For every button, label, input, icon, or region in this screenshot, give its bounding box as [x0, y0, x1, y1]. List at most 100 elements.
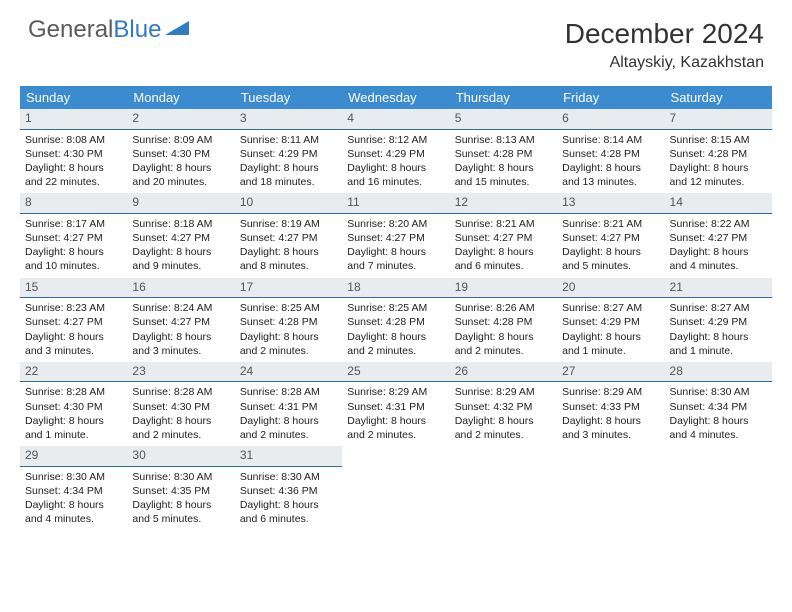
day-number: 5: [450, 109, 557, 130]
sunset-line: Sunset: 4:30 PM: [132, 147, 230, 161]
calendar-cell: 26Sunrise: 8:29 AMSunset: 4:32 PMDayligh…: [450, 362, 557, 446]
calendar-cell: 8Sunrise: 8:17 AMSunset: 4:27 PMDaylight…: [20, 193, 127, 277]
sunset-line: Sunset: 4:30 PM: [132, 400, 230, 414]
day-body: Sunrise: 8:29 AMSunset: 4:32 PMDaylight:…: [450, 382, 557, 446]
day-body: Sunrise: 8:29 AMSunset: 4:33 PMDaylight:…: [557, 382, 664, 446]
day-number: 29: [20, 446, 127, 467]
calendar-cell: 20Sunrise: 8:27 AMSunset: 4:29 PMDayligh…: [557, 278, 664, 362]
sunrise-line: Sunrise: 8:27 AM: [670, 301, 768, 315]
day-number: 6: [557, 109, 664, 130]
calendar-table: SundayMondayTuesdayWednesdayThursdayFrid…: [20, 86, 772, 530]
calendar-cell: 23Sunrise: 8:28 AMSunset: 4:30 PMDayligh…: [127, 362, 234, 446]
day-body: Sunrise: 8:09 AMSunset: 4:30 PMDaylight:…: [127, 130, 234, 194]
day-number: 7: [665, 109, 772, 130]
day-number: 14: [665, 193, 772, 214]
col-header: Monday: [127, 86, 234, 109]
calendar-cell: 24Sunrise: 8:28 AMSunset: 4:31 PMDayligh…: [235, 362, 342, 446]
day-number: 12: [450, 193, 557, 214]
sunset-line: Sunset: 4:27 PM: [240, 231, 338, 245]
daylight-line: Daylight: 8 hours and 5 minutes.: [132, 498, 230, 526]
daylight-line: Daylight: 8 hours and 1 minute.: [562, 330, 660, 358]
logo-text-1: General: [28, 18, 113, 42]
sunset-line: Sunset: 4:28 PM: [670, 147, 768, 161]
daylight-line: Daylight: 8 hours and 2 minutes.: [240, 414, 338, 442]
day-number: 16: [127, 278, 234, 299]
sunrise-line: Sunrise: 8:21 AM: [562, 217, 660, 231]
sunrise-line: Sunrise: 8:13 AM: [455, 133, 553, 147]
daylight-line: Daylight: 8 hours and 5 minutes.: [562, 245, 660, 273]
sunset-line: Sunset: 4:27 PM: [347, 231, 445, 245]
daylight-line: Daylight: 8 hours and 2 minutes.: [347, 330, 445, 358]
day-number: 26: [450, 362, 557, 383]
day-body: Sunrise: 8:24 AMSunset: 4:27 PMDaylight:…: [127, 298, 234, 362]
day-body: Sunrise: 8:30 AMSunset: 4:34 PMDaylight:…: [665, 382, 772, 446]
calendar-cell: ..: [665, 446, 772, 530]
daylight-line: Daylight: 8 hours and 6 minutes.: [455, 245, 553, 273]
day-number: 10: [235, 193, 342, 214]
sunset-line: Sunset: 4:35 PM: [132, 484, 230, 498]
sunrise-line: Sunrise: 8:21 AM: [455, 217, 553, 231]
calendar-cell: 10Sunrise: 8:19 AMSunset: 4:27 PMDayligh…: [235, 193, 342, 277]
sunset-line: Sunset: 4:34 PM: [25, 484, 123, 498]
daylight-line: Daylight: 8 hours and 2 minutes.: [455, 414, 553, 442]
calendar-cell: 17Sunrise: 8:25 AMSunset: 4:28 PMDayligh…: [235, 278, 342, 362]
page-subtitle: Altayskiy, Kazakhstan: [565, 54, 764, 72]
day-body: Sunrise: 8:28 AMSunset: 4:30 PMDaylight:…: [127, 382, 234, 446]
sunrise-line: Sunrise: 8:29 AM: [347, 385, 445, 399]
day-number: 9: [127, 193, 234, 214]
day-body: Sunrise: 8:21 AMSunset: 4:27 PMDaylight:…: [450, 214, 557, 278]
sunrise-line: Sunrise: 8:28 AM: [132, 385, 230, 399]
sunrise-line: Sunrise: 8:20 AM: [347, 217, 445, 231]
sunrise-line: Sunrise: 8:29 AM: [562, 385, 660, 399]
calendar-cell: 6Sunrise: 8:14 AMSunset: 4:28 PMDaylight…: [557, 109, 664, 193]
day-body: Sunrise: 8:11 AMSunset: 4:29 PMDaylight:…: [235, 130, 342, 194]
calendar-cell: 9Sunrise: 8:18 AMSunset: 4:27 PMDaylight…: [127, 193, 234, 277]
day-body: Sunrise: 8:25 AMSunset: 4:28 PMDaylight:…: [342, 298, 449, 362]
daylight-line: Daylight: 8 hours and 2 minutes.: [240, 330, 338, 358]
sunset-line: Sunset: 4:31 PM: [347, 400, 445, 414]
sunset-line: Sunset: 4:27 PM: [132, 231, 230, 245]
daylight-line: Daylight: 8 hours and 6 minutes.: [240, 498, 338, 526]
calendar-cell: 5Sunrise: 8:13 AMSunset: 4:28 PMDaylight…: [450, 109, 557, 193]
day-number: 17: [235, 278, 342, 299]
sunrise-line: Sunrise: 8:18 AM: [132, 217, 230, 231]
day-number: 31: [235, 446, 342, 467]
sunset-line: Sunset: 4:27 PM: [670, 231, 768, 245]
calendar-cell: 4Sunrise: 8:12 AMSunset: 4:29 PMDaylight…: [342, 109, 449, 193]
daylight-line: Daylight: 8 hours and 13 minutes.: [562, 161, 660, 189]
sunrise-line: Sunrise: 8:17 AM: [25, 217, 123, 231]
daylight-line: Daylight: 8 hours and 1 minute.: [25, 414, 123, 442]
sunset-line: Sunset: 4:28 PM: [347, 315, 445, 329]
col-header: Sunday: [20, 86, 127, 109]
day-number: 2: [127, 109, 234, 130]
sunset-line: Sunset: 4:27 PM: [562, 231, 660, 245]
sunrise-line: Sunrise: 8:25 AM: [347, 301, 445, 315]
sunrise-line: Sunrise: 8:26 AM: [455, 301, 553, 315]
day-number: 21: [665, 278, 772, 299]
sunset-line: Sunset: 4:28 PM: [455, 147, 553, 161]
sunset-line: Sunset: 4:27 PM: [25, 231, 123, 245]
sunset-line: Sunset: 4:27 PM: [455, 231, 553, 245]
day-body: Sunrise: 8:30 AMSunset: 4:34 PMDaylight:…: [20, 467, 127, 531]
day-body: Sunrise: 8:13 AMSunset: 4:28 PMDaylight:…: [450, 130, 557, 194]
sunrise-line: Sunrise: 8:30 AM: [670, 385, 768, 399]
day-number: 22: [20, 362, 127, 383]
day-body: Sunrise: 8:19 AMSunset: 4:27 PMDaylight:…: [235, 214, 342, 278]
day-body: Sunrise: 8:23 AMSunset: 4:27 PMDaylight:…: [20, 298, 127, 362]
sunset-line: Sunset: 4:27 PM: [25, 315, 123, 329]
sunrise-line: Sunrise: 8:11 AM: [240, 133, 338, 147]
daylight-line: Daylight: 8 hours and 2 minutes.: [455, 330, 553, 358]
day-number: 4: [342, 109, 449, 130]
day-number: 30: [127, 446, 234, 467]
sunrise-line: Sunrise: 8:08 AM: [25, 133, 123, 147]
calendar-cell: 12Sunrise: 8:21 AMSunset: 4:27 PMDayligh…: [450, 193, 557, 277]
day-number: 28: [665, 362, 772, 383]
calendar-cell: 11Sunrise: 8:20 AMSunset: 4:27 PMDayligh…: [342, 193, 449, 277]
day-body: Sunrise: 8:18 AMSunset: 4:27 PMDaylight:…: [127, 214, 234, 278]
sunrise-line: Sunrise: 8:24 AM: [132, 301, 230, 315]
calendar-cell: 15Sunrise: 8:23 AMSunset: 4:27 PMDayligh…: [20, 278, 127, 362]
daylight-line: Daylight: 8 hours and 18 minutes.: [240, 161, 338, 189]
calendar-cell: ..: [450, 446, 557, 530]
calendar-cell: 13Sunrise: 8:21 AMSunset: 4:27 PMDayligh…: [557, 193, 664, 277]
sunrise-line: Sunrise: 8:27 AM: [562, 301, 660, 315]
